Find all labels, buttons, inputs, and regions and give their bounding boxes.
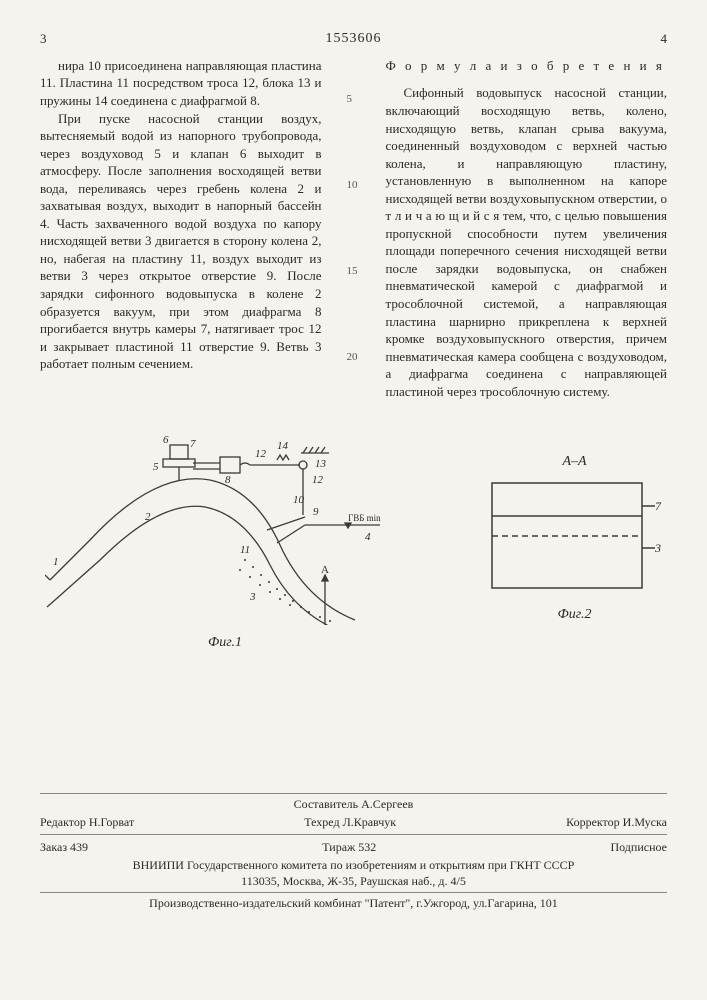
tech: Техред Л.Кравчук xyxy=(304,814,396,830)
compiler: Составитель А.Сергеев xyxy=(40,796,667,812)
printer: Производственно-издательский комбинат "П… xyxy=(40,895,667,911)
line-markers: 5 10 15 20 xyxy=(346,57,360,400)
right-col-num: 4 xyxy=(661,30,668,48)
figures-row: 1 2 3 4 5 6 7 8 9 10 11 12 12 13 14 ГВБ … xyxy=(40,425,667,652)
marker-20: 20 xyxy=(346,350,360,365)
left-p1: нира 10 присоединена направляющая пласти… xyxy=(40,57,321,110)
org: ВНИИПИ Государственного комитета по изоб… xyxy=(40,857,667,873)
formula-title: Ф о р м у л а и з о б р е т е н и я xyxy=(386,57,667,75)
fig1-n5: 5 xyxy=(153,461,159,473)
fig1-n7: 7 xyxy=(190,438,196,450)
fig1-n14: 14 xyxy=(277,440,289,452)
doc-number: 1553606 xyxy=(47,30,661,49)
fig1-n11: 11 xyxy=(240,544,250,556)
marker-15: 15 xyxy=(346,264,360,279)
figure-1: 1 2 3 4 5 6 7 8 9 10 11 12 12 13 14 ГВБ … xyxy=(45,425,405,652)
section-title: А–А xyxy=(487,453,662,472)
left-p2: При пуске насосной станции воздух, вытес… xyxy=(40,110,321,373)
header: 3 1553606 4 xyxy=(40,30,667,49)
order: Заказ 439 xyxy=(40,839,88,855)
right-p1: Сифонный водовыпуск насосной станции, вк… xyxy=(386,84,667,400)
fig1-n3: 3 xyxy=(249,591,256,603)
fig1-n12b: 12 xyxy=(312,474,324,486)
tirage: Тираж 532 xyxy=(322,839,376,855)
figure-2: А–А 7 3 Фиг.2 xyxy=(487,453,662,625)
editor: Редактор Н.Горват xyxy=(40,814,134,830)
fig2-n3: 3 xyxy=(654,541,661,555)
footer: Составитель А.Сергеев Редактор Н.Горват … xyxy=(40,793,667,911)
fig1-n4: 4 xyxy=(365,531,371,543)
fig1-n2: 2 xyxy=(145,511,151,523)
water-label: ГВБ min xyxy=(348,513,381,523)
marker-5: 5 xyxy=(346,92,360,107)
corrector: Корректор И.Муска xyxy=(566,814,667,830)
fig1-n9: 9 xyxy=(313,506,319,518)
fig2-label: Фиг.2 xyxy=(487,606,662,625)
fig1-n13: 13 xyxy=(315,458,327,470)
fig1-label: Фиг.1 xyxy=(45,634,405,653)
fig1-n10: 10 xyxy=(293,494,305,506)
fig2-n7: 7 xyxy=(655,499,662,513)
addr: 113035, Москва, Ж-35, Раушская наб., д. … xyxy=(40,873,667,889)
right-column: Ф о р м у л а и з о б р е т е н и я Сифо… xyxy=(386,57,667,400)
section-a-top: А xyxy=(321,564,329,576)
fig1-n6: 6 xyxy=(163,434,169,446)
sign: Подписное xyxy=(610,839,667,855)
marker-10: 10 xyxy=(346,178,360,193)
fig1-n1: 1 xyxy=(53,556,59,568)
fig1-n12: 12 xyxy=(255,448,267,460)
left-column: нира 10 присоединена направляющая пласти… xyxy=(40,57,321,400)
fig1-n8: 8 xyxy=(225,474,231,486)
